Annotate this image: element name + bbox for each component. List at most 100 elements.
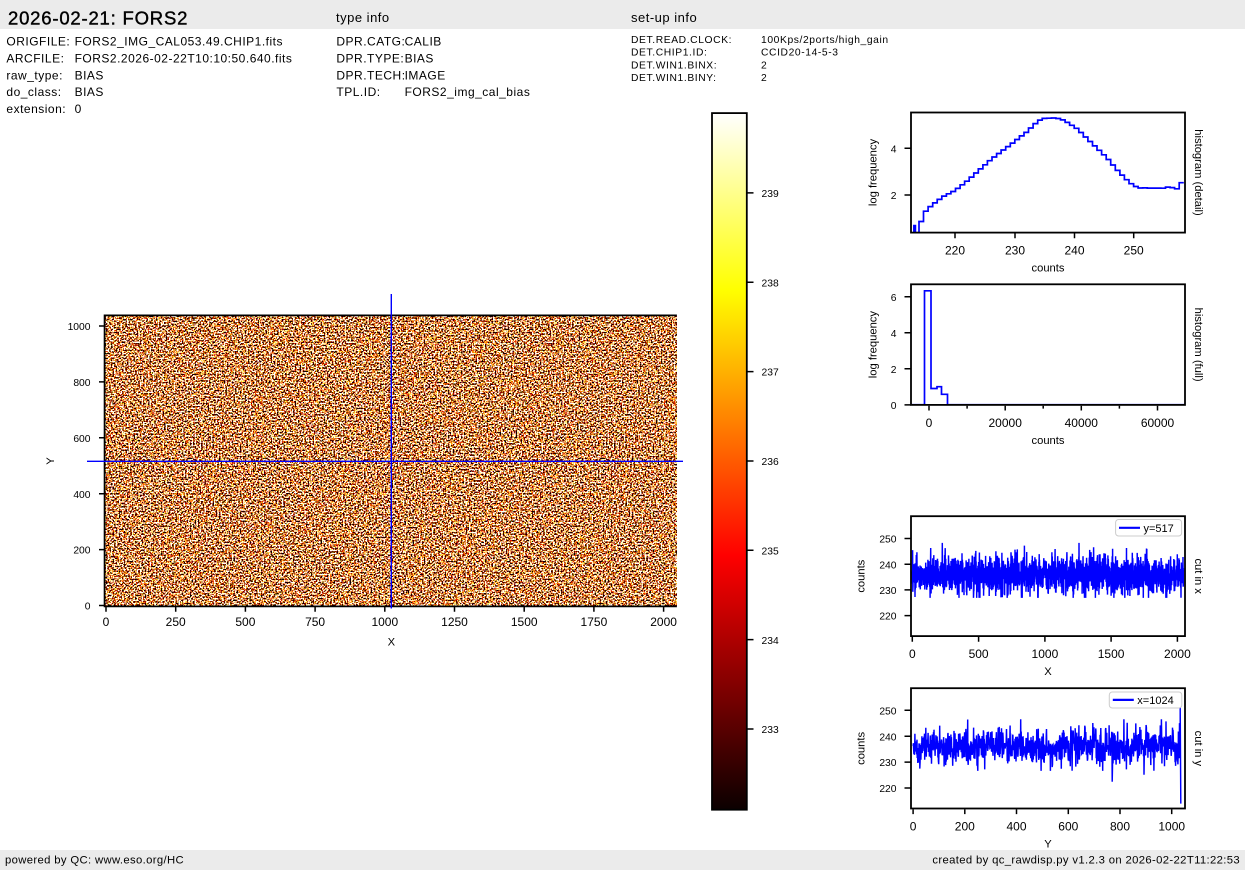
- svg-text:log frequency: log frequency: [868, 311, 880, 379]
- svg-text:0: 0: [910, 820, 917, 834]
- svg-text:250: 250: [166, 615, 186, 629]
- svg-text:2: 2: [761, 60, 767, 71]
- svg-text:Y: Y: [45, 457, 57, 465]
- svg-text:500: 500: [969, 647, 989, 661]
- svg-text:histogram (detail): histogram (detail): [1192, 129, 1204, 216]
- svg-text:counts: counts: [856, 559, 868, 592]
- svg-text:220: 220: [879, 612, 896, 623]
- svg-text:236: 236: [762, 457, 779, 468]
- svg-text:2026-02-21: FORS2: 2026-02-21: FORS2: [8, 8, 188, 29]
- svg-text:240: 240: [879, 732, 896, 743]
- svg-text:230: 230: [879, 586, 896, 597]
- svg-text:FORS2_img_cal_bias: FORS2_img_cal_bias: [405, 85, 531, 99]
- svg-text:0: 0: [85, 602, 91, 613]
- svg-text:0: 0: [891, 401, 897, 412]
- svg-text:250: 250: [879, 535, 896, 546]
- svg-text:DET.CHIP1.ID:: DET.CHIP1.ID:: [631, 48, 707, 59]
- svg-text:1000: 1000: [1032, 647, 1059, 661]
- svg-text:4: 4: [891, 144, 897, 155]
- svg-text:cut in y: cut in y: [1192, 731, 1204, 767]
- svg-text:DET.READ.CLOCK:: DET.READ.CLOCK:: [631, 35, 732, 46]
- svg-text:0: 0: [926, 416, 933, 430]
- svg-text:ARCFILE:: ARCFILE:: [6, 51, 64, 65]
- svg-text:1750: 1750: [581, 615, 608, 629]
- svg-text:60000: 60000: [1141, 416, 1175, 430]
- svg-text:log frequency: log frequency: [868, 139, 880, 207]
- svg-text:1500: 1500: [1098, 647, 1125, 661]
- svg-text:230: 230: [1005, 244, 1025, 258]
- svg-text:IMAGE: IMAGE: [405, 68, 446, 82]
- svg-text:238: 238: [762, 278, 779, 289]
- svg-text:20000: 20000: [989, 416, 1023, 430]
- svg-text:0: 0: [103, 615, 110, 629]
- svg-text:1000: 1000: [1158, 820, 1185, 834]
- svg-text:histogram (full): histogram (full): [1192, 308, 1204, 382]
- svg-text:230: 230: [879, 758, 896, 769]
- svg-text:2000: 2000: [1164, 647, 1191, 661]
- svg-text:counts: counts: [1032, 263, 1065, 275]
- svg-text:BIAS: BIAS: [75, 68, 104, 82]
- svg-text:BIAS: BIAS: [75, 85, 104, 99]
- svg-text:set-up info: set-up info: [631, 10, 697, 25]
- svg-text:counts: counts: [856, 732, 868, 765]
- svg-text:40000: 40000: [1065, 416, 1099, 430]
- svg-text:DPR.CATG:: DPR.CATG:: [336, 35, 405, 49]
- svg-text:FORS2.2026-02-22T10:10:50.640.: FORS2.2026-02-22T10:10:50.640.fits: [75, 51, 293, 65]
- svg-text:1250: 1250: [441, 615, 468, 629]
- svg-text:1000: 1000: [68, 322, 91, 333]
- svg-text:240: 240: [879, 560, 896, 571]
- svg-text:240: 240: [1064, 244, 1084, 258]
- svg-text:100Kps/2ports/high_gain: 100Kps/2ports/high_gain: [761, 35, 889, 46]
- svg-text:750: 750: [305, 615, 325, 629]
- svg-text:type info: type info: [336, 10, 390, 25]
- svg-text:400: 400: [1006, 820, 1026, 834]
- svg-text:BIAS: BIAS: [405, 51, 434, 65]
- svg-text:400: 400: [73, 490, 90, 501]
- svg-text:233: 233: [762, 725, 779, 736]
- svg-text:X: X: [1044, 666, 1052, 678]
- svg-text:FORS2_IMG_CAL053.49.CHIP1.fits: FORS2_IMG_CAL053.49.CHIP1.fits: [75, 35, 283, 49]
- svg-text:0: 0: [909, 647, 916, 661]
- svg-text:DPR.TECH:: DPR.TECH:: [336, 68, 405, 82]
- svg-text:2: 2: [761, 73, 767, 84]
- svg-text:y=517: y=517: [1144, 523, 1174, 535]
- svg-text:239: 239: [762, 189, 779, 200]
- svg-text:200: 200: [73, 546, 90, 557]
- svg-text:DPR.TYPE:: DPR.TYPE:: [336, 51, 404, 65]
- svg-text:4: 4: [891, 329, 897, 340]
- svg-text:CALIB: CALIB: [405, 35, 442, 49]
- svg-text:raw_type:: raw_type:: [6, 68, 63, 82]
- svg-text:220: 220: [879, 784, 896, 795]
- svg-text:created by qc_rawdisp.py v1.2.: created by qc_rawdisp.py v1.2.3 on 2026-…: [932, 855, 1240, 867]
- svg-text:2: 2: [891, 191, 897, 202]
- svg-text:X: X: [388, 637, 396, 649]
- svg-text:800: 800: [73, 378, 90, 389]
- svg-text:do_class:: do_class:: [6, 85, 61, 99]
- svg-text:800: 800: [1110, 820, 1130, 834]
- svg-text:CCID20-14-5-3: CCID20-14-5-3: [761, 48, 839, 59]
- svg-text:234: 234: [762, 636, 779, 647]
- svg-text:x=1024: x=1024: [1137, 695, 1173, 707]
- svg-text:6: 6: [891, 293, 897, 304]
- svg-text:250: 250: [879, 706, 896, 717]
- svg-text:TPL.ID:: TPL.ID:: [336, 85, 380, 99]
- svg-text:600: 600: [1058, 820, 1078, 834]
- svg-text:235: 235: [762, 546, 779, 557]
- svg-text:1000: 1000: [371, 615, 398, 629]
- svg-text:extension:: extension:: [6, 102, 66, 116]
- svg-text:237: 237: [762, 368, 779, 379]
- svg-text:DET.WIN1.BINX:: DET.WIN1.BINX:: [631, 60, 717, 71]
- svg-text:0: 0: [75, 102, 82, 116]
- svg-text:220: 220: [945, 244, 965, 258]
- svg-text:2: 2: [891, 365, 897, 376]
- svg-text:cut in x: cut in x: [1192, 558, 1204, 594]
- svg-text:DET.WIN1.BINY:: DET.WIN1.BINY:: [631, 73, 717, 84]
- svg-text:Y: Y: [1044, 839, 1052, 851]
- svg-text:ORIGFILE:: ORIGFILE:: [6, 35, 70, 49]
- svg-text:200: 200: [955, 820, 975, 834]
- svg-text:1500: 1500: [511, 615, 538, 629]
- svg-text:500: 500: [235, 615, 255, 629]
- svg-text:powered by QC: www.eso.org/HC: powered by QC: www.eso.org/HC: [5, 855, 184, 867]
- svg-text:counts: counts: [1032, 435, 1065, 447]
- svg-text:2000: 2000: [650, 615, 677, 629]
